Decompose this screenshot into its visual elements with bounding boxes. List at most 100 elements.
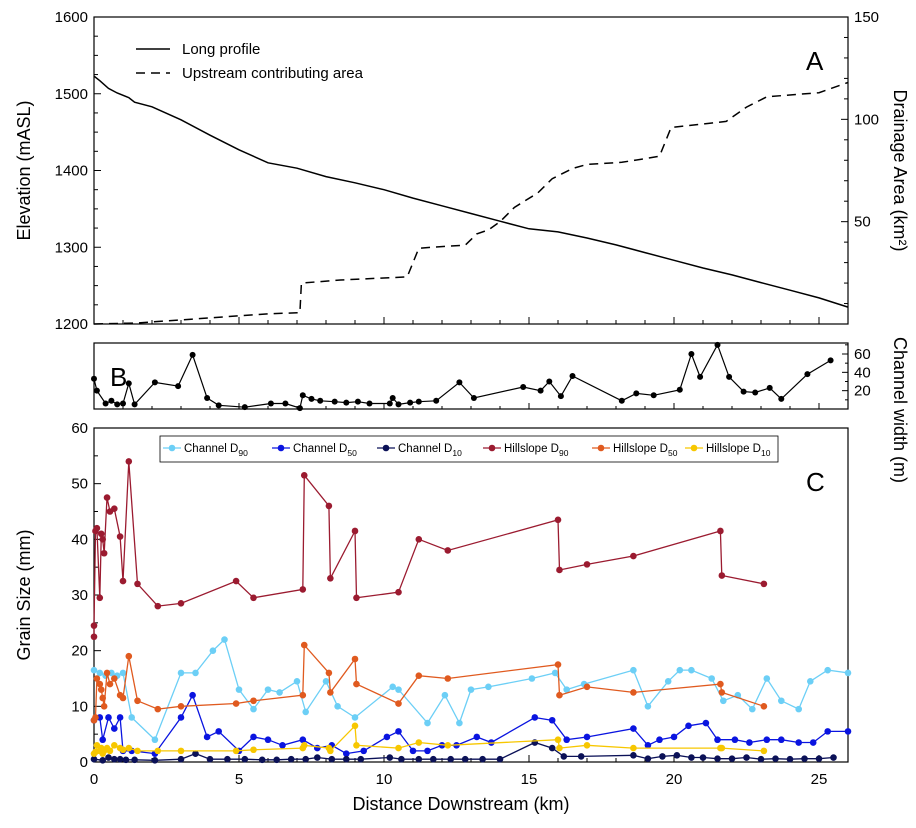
series-point-channel-d90	[485, 683, 492, 691]
series-point-hillslope-d90	[717, 527, 724, 535]
series-point-hillslope-d90	[351, 527, 359, 535]
channel-width-point	[93, 387, 100, 394]
channel-width-point	[354, 398, 361, 405]
series-point-hillslope-d10	[556, 744, 563, 752]
series-point-hillslope-d90	[177, 600, 185, 607]
series-point-hillslope-d90	[327, 575, 334, 582]
series-point-channel-d50	[685, 722, 692, 730]
x-tick-label: 20	[666, 771, 683, 788]
channel-width-point	[633, 390, 640, 397]
channel-width-point	[714, 341, 721, 348]
channel-width-point	[778, 395, 785, 402]
series-point-channel-d90	[209, 647, 217, 654]
series-point-channel-d10	[273, 756, 281, 764]
channel-width-point	[343, 399, 350, 406]
series-point-channel-d10	[105, 754, 112, 761]
series-point-hillslope-d90	[395, 588, 402, 596]
series-point-channel-d10	[116, 755, 124, 763]
series-point-channel-d50	[531, 714, 539, 721]
series-point-hillslope-d50	[556, 691, 563, 699]
series-point-hillslope-d50	[554, 661, 562, 668]
channel-width-point	[618, 397, 625, 404]
legend-label: Hillslope D50	[613, 443, 678, 458]
series-point-hillslope-d90	[444, 547, 452, 554]
series-point-hillslope-d90	[718, 572, 726, 579]
channel-width-point	[395, 401, 402, 408]
series-point-hillslope-d10	[232, 747, 240, 755]
channel-width-point	[697, 373, 704, 380]
channel-width-point	[407, 399, 414, 406]
legend-label: Channel D10	[398, 443, 462, 458]
series-point-channel-d10	[644, 755, 652, 762]
series-point-hillslope-d50	[106, 680, 114, 688]
channel-width-point	[120, 400, 126, 407]
series-point-channel-d90	[807, 677, 814, 685]
series-point-hillslope-d50	[760, 703, 768, 710]
series-point-channel-d50	[299, 736, 307, 744]
legend-marker	[690, 444, 698, 452]
series-point-hillslope-d50	[119, 694, 127, 702]
series-point-channel-d90	[250, 705, 257, 713]
series-point-channel-d90	[456, 719, 463, 727]
y-right-axis-label: Drainage Area (km²)	[890, 89, 910, 251]
panel-a: 1200 1300 1400 1500 1600 50 100 150 Long profile…	[14, 9, 910, 333]
series-point-hillslope-d10	[125, 744, 133, 752]
series-line-channel-d50	[93, 693, 848, 755]
y-right-tick-label: 60	[854, 346, 871, 363]
series-point-channel-d50	[360, 747, 368, 755]
series-point-channel-d10	[801, 755, 808, 762]
series-point-hillslope-d50	[415, 672, 423, 680]
series-point-channel-d10	[258, 756, 266, 764]
series-point-channel-d50	[409, 747, 417, 755]
series-point-channel-d10	[287, 755, 295, 763]
x-tick-label: 0	[90, 771, 98, 788]
series-point-channel-d90	[276, 689, 283, 696]
series-point-hillslope-d10	[353, 742, 360, 749]
series-point-channel-d10	[302, 755, 310, 763]
x-tick-label: 25	[811, 771, 828, 788]
series-point-channel-d50	[473, 733, 481, 741]
series-point-channel-d50	[731, 736, 739, 744]
series-point-channel-d50	[424, 747, 431, 755]
y-right-tick-label: 50	[854, 214, 871, 231]
legend-c: Channel D90 Channel D50 Channel D10 Hillslo…	[159, 435, 779, 463]
series-point-channel-d10	[699, 754, 707, 761]
series-line-hillslope-d50	[93, 643, 765, 721]
legend-marker	[488, 444, 496, 452]
channel-width-point	[827, 357, 834, 364]
panel-label-c: C	[806, 467, 825, 497]
series-point-channel-d90	[664, 677, 672, 685]
series-point-channel-d90	[676, 666, 684, 674]
series-point-hillslope-d50	[327, 689, 334, 696]
channel-width-point	[520, 384, 527, 390]
series-point-channel-d10	[99, 757, 106, 764]
channel-width-point	[433, 397, 440, 404]
series-point-channel-d50	[563, 736, 570, 744]
legend-marker	[277, 444, 285, 452]
series-point-channel-d10	[548, 744, 556, 752]
series-point-hillslope-d50	[300, 641, 308, 649]
series-point-channel-d50	[778, 736, 785, 744]
series-point-channel-d90	[221, 636, 228, 643]
channel-width-point	[389, 395, 396, 401]
channel-width-point	[282, 400, 289, 407]
series-point-channel-d50	[583, 733, 591, 741]
series-point-hillslope-d10	[630, 744, 637, 752]
x-tick-label: 5	[235, 771, 243, 788]
y-tick-label: 60	[71, 420, 88, 437]
series-point-channel-d90	[334, 703, 341, 710]
series-point-hillslope-d50	[444, 675, 452, 682]
panel-a-frame	[93, 16, 849, 325]
y-tick-label: 50	[71, 476, 88, 493]
series-line-hillslope-d90	[93, 461, 765, 637]
y-tick-label: 1200	[55, 316, 88, 333]
series-point-hillslope-d90	[97, 530, 105, 538]
series-point-channel-d10	[131, 756, 138, 764]
channel-width-point	[204, 395, 211, 401]
series-point-hillslope-d90	[90, 633, 98, 641]
series-point-channel-d10	[461, 755, 469, 763]
legend-label: Hillslope D10	[706, 443, 771, 458]
series-point-channel-d90	[119, 669, 127, 677]
